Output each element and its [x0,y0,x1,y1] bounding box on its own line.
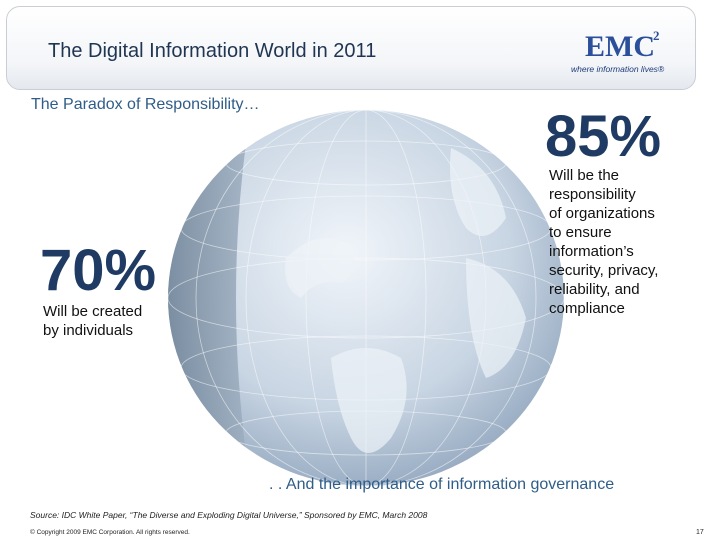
stat-85-line: compliance [549,300,625,317]
slide-subtitle: The Paradox of Responsibility… [31,96,260,113]
copyright-notice: © Copyright 2009 EMC Corporation. All ri… [30,529,190,536]
header-panel [6,6,696,90]
logo-superscript: 2 [653,28,660,43]
stat-85-text: Will be the responsibility of organizati… [549,166,699,318]
logo-mark: EMC [585,30,655,63]
logo-tagline: where information lives® [571,64,665,74]
stat-85-line: security, privacy, [549,262,659,279]
slide-title: The Digital Information World in 2011 [48,40,377,62]
stat-85-line: of organizations [549,205,655,222]
stat-85-value: 85% [545,104,662,169]
stat-85-line: reliability, and [549,281,640,298]
stat-85-line: Will be the [549,167,620,184]
stat-70-line: by individuals [43,322,134,339]
globe-icon [168,110,564,486]
stat-85-line: to ensure [549,224,612,241]
stat-70-value: 70% [40,238,157,303]
governance-note: . . And the importance of information go… [269,476,615,493]
source-citation: Source: IDC White Paper, “The Diverse an… [30,510,428,520]
stat-85-line: information’s [549,243,634,260]
stat-85-line: responsibility [549,186,636,203]
emc-logo: EMC 2 where information lives® [567,28,673,78]
stat-70-line: Will be created [43,303,143,320]
stat-70-text: Will be created by individuals [43,302,183,340]
page-number: 17 [696,529,704,536]
